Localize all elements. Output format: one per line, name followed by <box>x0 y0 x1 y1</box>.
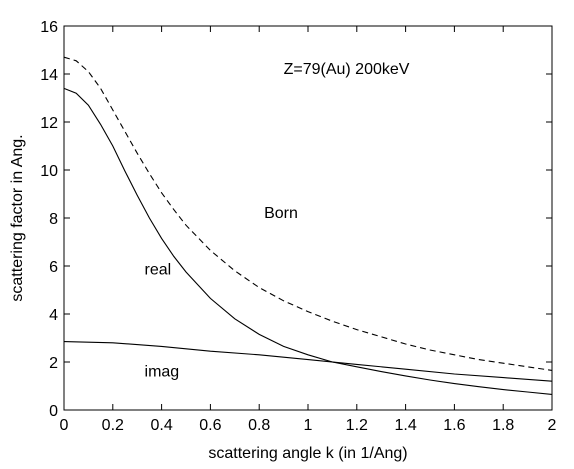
annotation-layer: Z=79(Au) 200keV Born real imag <box>145 61 410 380</box>
x-tick-label: 0.2 <box>102 417 124 434</box>
x-tick-label: 0.6 <box>199 417 221 434</box>
x-tick-label: 1.8 <box>492 417 514 434</box>
series-layer <box>63 56 553 395</box>
annotation-text: real <box>145 261 172 278</box>
series-line-Born <box>63 56 553 371</box>
x-tick-label: 1.6 <box>443 417 465 434</box>
x-tick-label: 2 <box>548 417 557 434</box>
x-tick-label: 1.2 <box>346 417 368 434</box>
series-line-imag <box>63 341 553 382</box>
y-tick-label: 16 <box>40 19 58 36</box>
y-tick-label: 2 <box>49 355 58 372</box>
x-tick-label: 0.4 <box>150 417 172 434</box>
y-tick-label: 12 <box>40 115 58 132</box>
series-line-real <box>63 87 553 395</box>
y-axis-label: scattering factor in Ang. <box>9 134 26 301</box>
x-tick-labels: 0 0.2 0.4 0.6 0.8 1 1.2 1.4 1.6 1.8 2 <box>60 417 557 434</box>
y-tick-label: 4 <box>49 307 58 324</box>
x-tick-label: 0 <box>60 417 69 434</box>
x-tick-label: 1.4 <box>394 417 416 434</box>
plot-frame <box>63 25 553 411</box>
y-tick-label: 6 <box>49 259 58 276</box>
y-tick-label: 14 <box>40 67 58 84</box>
annotation-text: Z=79(Au) 200keV <box>284 61 410 78</box>
x-tick-label: 0.8 <box>248 417 270 434</box>
y-tick-label: 0 <box>49 403 58 420</box>
y-tick-label: 10 <box>40 163 58 180</box>
annotation-text: Born <box>264 205 298 222</box>
x-tick-label: 1 <box>304 417 313 434</box>
axis-ticks <box>63 25 553 411</box>
annotation-text: imag <box>145 363 180 380</box>
y-tick-labels: 0 2 4 6 8 10 12 14 16 <box>40 19 58 420</box>
x-axis-label: scattering angle k (in 1/Ang) <box>208 445 407 462</box>
y-tick-label: 8 <box>49 211 58 228</box>
